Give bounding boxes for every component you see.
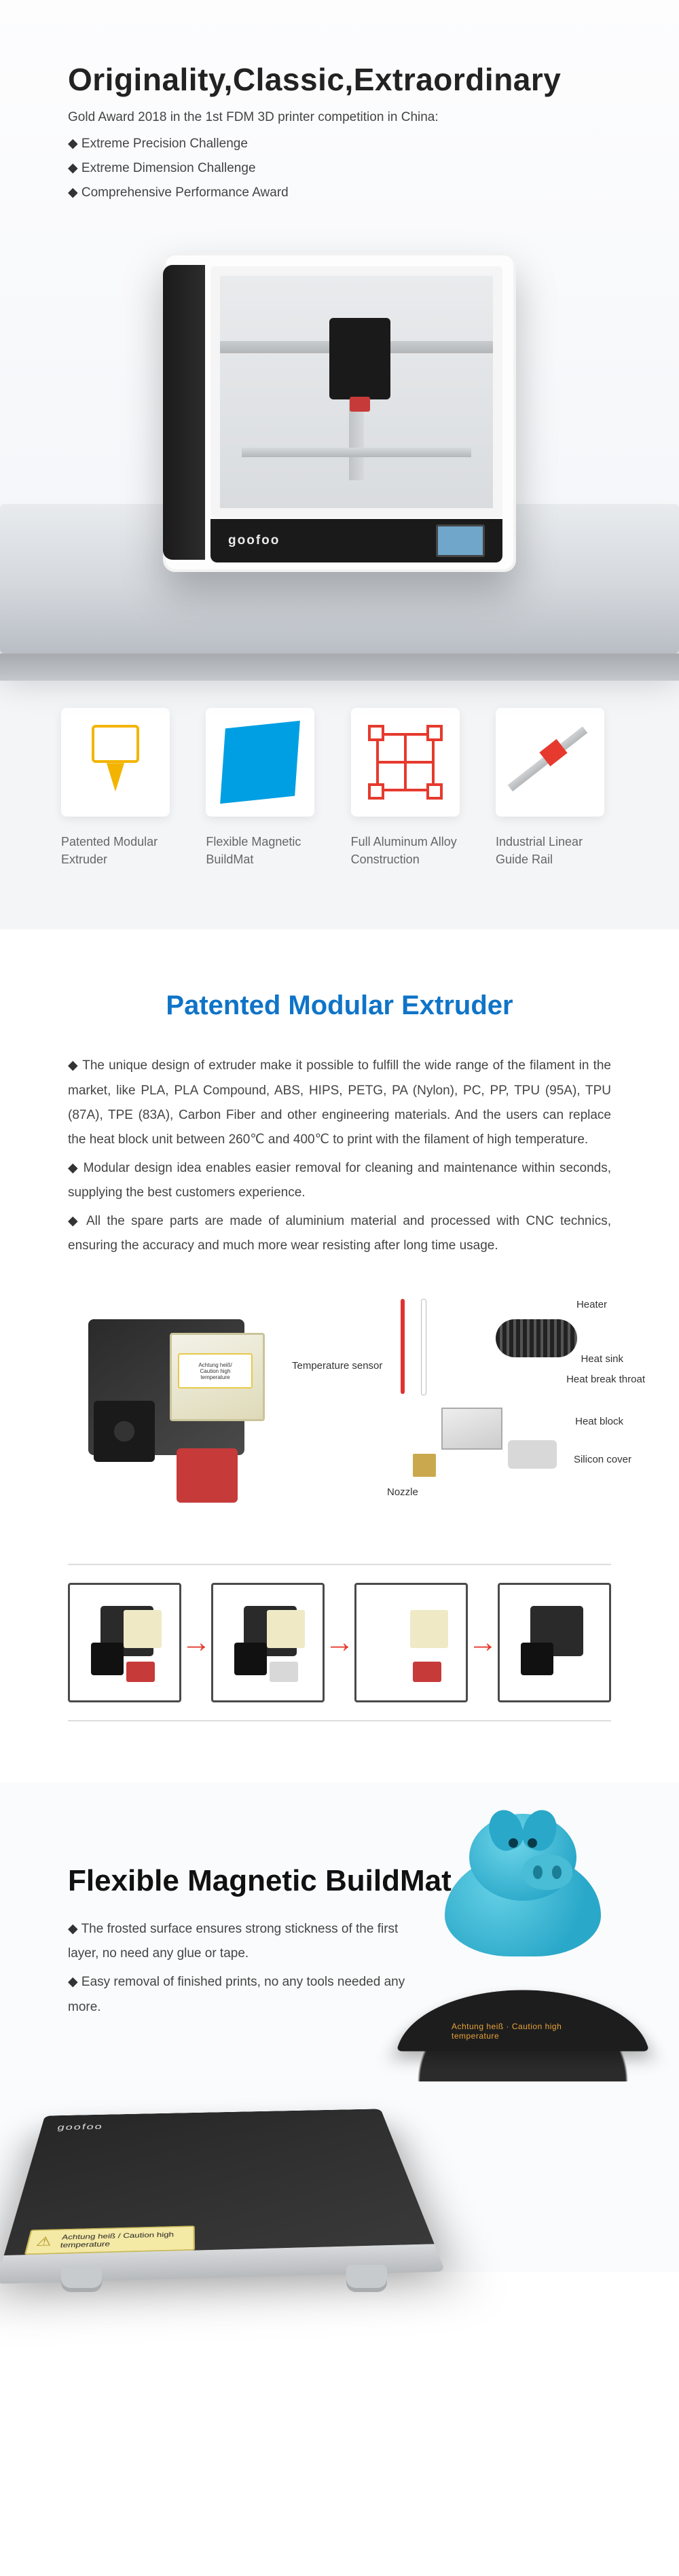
heat-block-part [441,1408,502,1450]
feature-extruder: Patented Modular Extruder [61,708,183,868]
extruder-title: Patented Modular Extruder [68,990,611,1021]
arrow-icon: → [181,1626,211,1660]
printer-head [329,318,390,399]
feature-aluminum-caption: Full Aluminum Alloy Construction [351,833,473,868]
silicon-cover-part [508,1440,557,1469]
extruder-bullet: The unique design of extruder make it po… [68,1054,611,1151]
extruder-hotend [177,1448,238,1503]
extruder-wires [387,1299,448,1394]
extruder-bullet: Modular design idea enables easier remov… [68,1156,611,1205]
label-temp-sensor: Temperature sensor [292,1360,382,1372]
feature-aluminum: Full Aluminum Alloy Construction [351,708,473,868]
label-heat-sink: Heat sink [581,1353,623,1365]
step-3 [354,1583,468,1702]
extruder-bullet: All the spare parts are made of aluminiu… [68,1209,611,1258]
printer-bed [242,448,471,457]
printer-logo: goofoo [228,533,280,548]
arrow-icon: → [325,1626,354,1660]
step-4 [498,1583,611,1702]
feature-rail-caption: Industrial Linear Guide Rail [496,833,618,868]
hero-award-list: Extreme Precision Challenge Extreme Dime… [68,132,611,205]
heated-bed-plate: goofoo Achtung heiß / Caution high tempe… [1,2109,439,2267]
arrow-icon: → [468,1626,498,1660]
extruder-exploded-view: Heater Temperature sensor Heat sink Heat… [333,1299,604,1516]
feature-buildmat-caption: Flexible Magnetic BuildMat [206,833,328,868]
step-2 [211,1583,325,1702]
pig-print-model [445,1814,601,1956]
plate-feet [61,2265,387,2292]
flex-mat-illustration: Achtung heiß · Caution high temperature [380,1946,665,2081]
hero-award-item: Extreme Dimension Challenge [68,156,611,181]
hero-subtitle: Gold Award 2018 in the 1st FDM 3D printe… [68,110,611,125]
extruder-section: Patented Modular Extruder The unique des… [0,929,679,1783]
hero-award-item: Comprehensive Performance Award [68,181,611,205]
extruder-steps: → → → [68,1564,611,1721]
extruder-diagrams: Achtung heiß/ Caution high temperature H… [68,1299,611,1516]
hero-award-item: Extreme Precision Challenge [68,132,611,156]
plate-logo: goofoo [56,2123,104,2132]
feature-buildmat: Flexible Magnetic BuildMat [206,708,328,868]
printer-base: goofoo [210,519,502,562]
heat-sink-part [496,1319,577,1357]
extruder-fan [94,1401,155,1462]
nozzle-part [413,1454,436,1477]
extruder-photo: Achtung heiß/ Caution high temperature [75,1306,292,1509]
label-heater: Heater [576,1299,607,1310]
feature-rail: Industrial Linear Guide Rail [496,708,618,868]
buildmat-bullet: Easy removal of finished prints, no any … [68,1970,407,2019]
printer-left-panel [163,265,205,560]
buildmat-section: Achtung heiß · Caution high temperature … [0,1783,679,2272]
rail-icon [506,718,594,806]
label-heat-break: Heat break throat [566,1374,645,1385]
printer-window [210,266,502,518]
hero-title: Originality,Classic,Extraordinary [68,61,611,98]
buildmat-icon [220,721,300,804]
label-heat-block: Heat block [575,1416,623,1427]
printer-lcd [436,524,485,557]
buildmat-hero-image: Achtung heiß · Caution high temperature [380,1796,665,2081]
hero-section: Originality,Classic,Extraordinary Gold A… [0,0,679,654]
mat-warning-label: Achtung heiß · Caution high temperature [452,2022,594,2041]
aluminum-icon [368,725,443,800]
step-1 [68,1583,181,1702]
feature-extruder-caption: Patented Modular Extruder [61,833,183,868]
feature-buildmat-icon-tile [206,708,314,817]
feature-aluminum-icon-tile [351,708,460,817]
feature-extruder-icon-tile [61,708,170,817]
buildmat-bullet: The frosted surface ensures strong stick… [68,1917,407,1966]
label-nozzle: Nozzle [387,1486,418,1498]
label-silicon: Silicon cover [574,1454,631,1465]
hero-printer-stage: goofoo [68,253,611,654]
extruder-warning-label: Achtung heiß/ Caution high temperature [178,1353,253,1389]
feature-rail-icon-tile [496,708,604,817]
extruder-bullets: The unique design of extruder make it po… [68,1054,611,1258]
printer-illustration: goofoo [163,253,516,572]
extruder-icon [85,725,146,800]
feature-row: Patented Modular Extruder Flexible Magne… [0,654,679,929]
